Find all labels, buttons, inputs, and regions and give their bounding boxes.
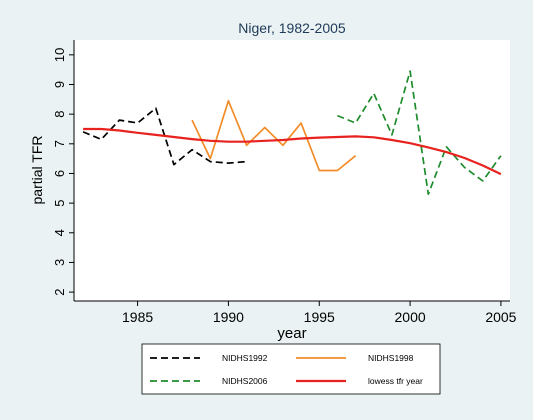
x-tick-label: 1995 (304, 309, 335, 325)
plot-area (74, 40, 510, 301)
legend-items: NIDHS1992 NIDHS1998 NIDHS2006 lowess tfr ye… (150, 353, 423, 386)
series-line-nidhs1998 (191, 99, 357, 172)
x-tick-label: 2005 (485, 309, 516, 325)
y-axis-label: partial TFR (29, 136, 45, 205)
y-tick-label: 8 (52, 111, 67, 118)
x-tick-label: 1990 (213, 309, 244, 325)
y-tick-label: 2 (52, 288, 67, 295)
legend-label: lowess tfr year (368, 376, 423, 386)
x-tick-label: 1985 (122, 309, 153, 325)
chart-title: Niger, 1982-2005 (238, 20, 346, 36)
legend: NIDHS1992 NIDHS1998 NIDHS2006 lowess tfr ye… (141, 343, 441, 395)
x-axis: 1985 1990 1995 2000 2005 (74, 300, 517, 325)
legend-item: NIDHS2006 (150, 376, 268, 386)
y-tick-label: 3 (52, 259, 67, 266)
y-tick-label: 5 (52, 200, 67, 207)
y-axis: 2 3 4 5 6 7 8 9 10 (52, 40, 75, 301)
series-layer (82, 70, 502, 196)
legend-label: NIDHS2006 (222, 376, 268, 386)
series-line-lowess-tfr-year (83, 127, 502, 176)
series-line-nidhs1992 (82, 107, 247, 166)
y-tick-label: 10 (52, 48, 67, 62)
legend-box (141, 343, 441, 395)
legend-item: lowess tfr year (296, 376, 423, 386)
legend-label: NIDHS1998 (368, 353, 414, 363)
x-axis-label: year (277, 325, 306, 342)
legend-label: NIDHS1992 (222, 353, 268, 363)
y-tick-label: 7 (52, 140, 67, 147)
legend-item: NIDHS1998 (296, 353, 414, 363)
y-tick-label: 4 (52, 229, 67, 236)
x-tick-label: 2000 (395, 309, 426, 325)
y-tick-label: 9 (52, 81, 67, 88)
series-line-nidhs2006 (337, 70, 502, 196)
y-tick-label: 6 (52, 170, 67, 177)
legend-item: NIDHS1992 (150, 353, 268, 363)
